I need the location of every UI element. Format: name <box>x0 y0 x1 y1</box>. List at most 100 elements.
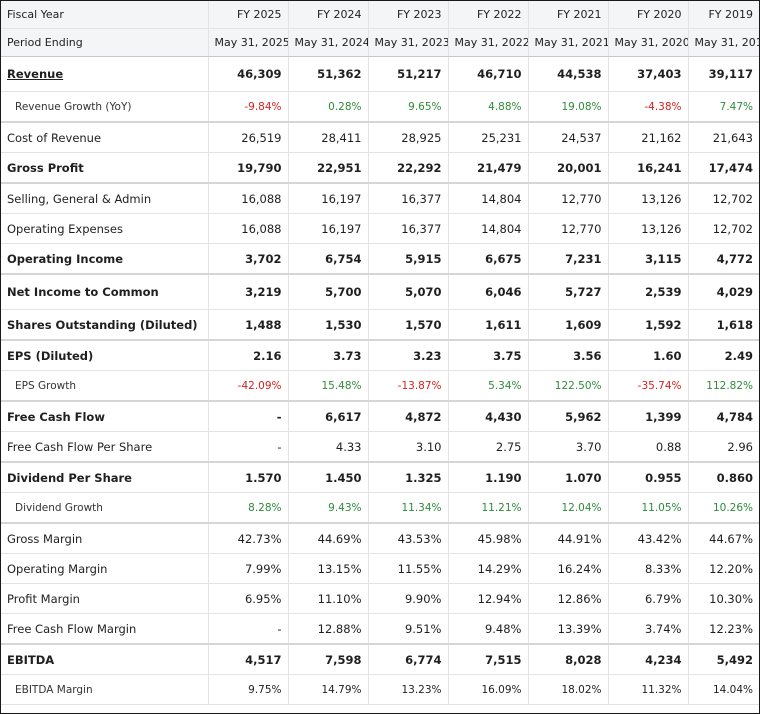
table-cell: 3.75 <box>448 339 529 371</box>
table-cell: 12,702 <box>688 213 759 244</box>
period-header: May 31, 2025 <box>208 28 289 57</box>
period-header: May 31, 2024 <box>288 28 369 57</box>
table-row-operating-margin: Operating Margin 7.99% 13.15% 11.55% 14.… <box>1 553 759 584</box>
period-header: May 31, 2020 <box>608 28 689 57</box>
period-ending-header-row: Period Ending May 31, 2025 May 31, 2024 … <box>1 28 759 57</box>
table-cell: 44.67% <box>688 522 759 554</box>
row-label: Gross Margin <box>1 522 209 554</box>
year-header: FY 2019 <box>688 1 759 29</box>
table-row-revenue-growth: Revenue Growth (YoY) -9.84% 0.28% 9.65% … <box>1 91 759 123</box>
row-label: Shares Outstanding (Diluted) <box>1 309 209 341</box>
table-cell: 28,411 <box>288 121 369 153</box>
table-cell: 14.04% <box>688 674 759 705</box>
table-cell: 9.75% <box>208 674 289 705</box>
table-cell: 12,702 <box>688 182 759 214</box>
growth-cell: 11.21% <box>448 492 529 524</box>
table-cell: 5,915 <box>368 243 449 275</box>
table-row-fcf-margin: Free Cash Flow Margin - 12.88% 9.51% 9.4… <box>1 613 759 645</box>
growth-cell: 8.28% <box>208 492 289 524</box>
table-cell: 16,377 <box>368 213 449 244</box>
row-label: Operating Income <box>1 243 209 275</box>
table-cell: 5,070 <box>368 273 449 310</box>
period-header: May 31, 2019 <box>688 28 759 57</box>
table-cell: 1,618 <box>688 309 759 341</box>
table-cell: 51,362 <box>288 56 369 92</box>
table-cell: 5,727 <box>528 273 609 310</box>
table-cell: 9.90% <box>368 583 449 614</box>
table-cell: 43.42% <box>608 522 689 554</box>
growth-cell: -13.87% <box>368 370 449 402</box>
row-label: EPS (Diluted) <box>1 339 209 371</box>
table-cell: 22,951 <box>288 152 369 184</box>
table-cell: 51,217 <box>368 56 449 92</box>
table-cell: 4,430 <box>448 400 529 432</box>
table-cell: 2.96 <box>688 431 759 463</box>
table-cell: 11.10% <box>288 583 369 614</box>
growth-cell: 5.34% <box>448 370 529 402</box>
table-row-sga: Selling, General & Admin 16,088 16,197 1… <box>1 182 759 214</box>
table-row-operating-expenses: Operating Expenses 16,088 16,197 16,377 … <box>1 213 759 244</box>
table-cell: 1,592 <box>608 309 689 341</box>
table-row-eps-growth: EPS Growth -42.09% 15.48% -13.87% 5.34% … <box>1 370 759 402</box>
growth-cell: 11.34% <box>368 492 449 524</box>
table-cell: 16,377 <box>368 182 449 214</box>
table-cell: 44.69% <box>288 522 369 554</box>
table-cell: - <box>208 431 289 463</box>
table-cell: 46,309 <box>208 56 289 92</box>
table-cell: 12.86% <box>528 583 609 614</box>
growth-cell: 122.50% <box>528 370 609 402</box>
table-cell: 3,115 <box>608 243 689 275</box>
table-cell: 9.48% <box>448 613 529 645</box>
row-label: Selling, General & Admin <box>1 182 209 214</box>
table-cell: 14.29% <box>448 553 529 584</box>
row-label: Profit Margin <box>1 583 209 614</box>
table-row-revenue: Revenue 46,309 51,362 51,217 46,710 44,5… <box>1 56 759 92</box>
table-cell: 4,234 <box>608 643 689 675</box>
table-row-shares-outstanding: Shares Outstanding (Diluted) 1,488 1,530… <box>1 309 759 341</box>
table-cell: 13.15% <box>288 553 369 584</box>
table-cell: 0.88 <box>608 431 689 463</box>
table-cell: 7,598 <box>288 643 369 675</box>
table-cell: 14,804 <box>448 182 529 214</box>
table-cell: 1,609 <box>528 309 609 341</box>
table-cell: 18.02% <box>528 674 609 705</box>
table-row-operating-income: Operating Income 3,702 6,754 5,915 6,675… <box>1 243 759 275</box>
table-row-ebitda-margin: EBITDA Margin 9.75% 14.79% 13.23% 16.09%… <box>1 674 759 705</box>
growth-cell: 9.65% <box>368 91 449 123</box>
growth-cell: 7.47% <box>688 91 759 123</box>
table-cell: 7,515 <box>448 643 529 675</box>
table-cell: 6.95% <box>208 583 289 614</box>
table-cell: 16,197 <box>288 182 369 214</box>
growth-cell: 19.08% <box>528 91 609 123</box>
table-cell: 4.33 <box>288 431 369 463</box>
table-cell: 42.73% <box>208 522 289 554</box>
row-label: Gross Profit <box>1 152 209 184</box>
table-cell: 1.190 <box>448 461 529 493</box>
table-cell: 19,790 <box>208 152 289 184</box>
table-cell: 6,675 <box>448 243 529 275</box>
table-cell: 5,962 <box>528 400 609 432</box>
revenue-link[interactable]: Revenue <box>1 56 209 92</box>
table-cell: 21,162 <box>608 121 689 153</box>
growth-cell: 15.48% <box>288 370 369 402</box>
table-cell: 6.79% <box>608 583 689 614</box>
year-header: FY 2020 <box>608 1 689 29</box>
growth-cell: 11.05% <box>608 492 689 524</box>
period-ending-label: Period Ending <box>1 28 209 57</box>
row-label: Dividend Growth <box>1 492 209 524</box>
row-label: EBITDA <box>1 643 209 675</box>
table-cell: 3.70 <box>528 431 609 463</box>
table-cell: 22,292 <box>368 152 449 184</box>
table-cell: 45.98% <box>448 522 529 554</box>
table-cell: 1,399 <box>608 400 689 432</box>
table-cell: 13.23% <box>368 674 449 705</box>
table-cell: 1.60 <box>608 339 689 371</box>
period-header: May 31, 2021 <box>528 28 609 57</box>
table-cell: 20,001 <box>528 152 609 184</box>
table-cell: 28,925 <box>368 121 449 153</box>
year-header: FY 2024 <box>288 1 369 29</box>
row-label: Revenue Growth (YoY) <box>1 91 209 123</box>
table-cell: 3.73 <box>288 339 369 371</box>
growth-cell: -9.84% <box>208 91 289 123</box>
